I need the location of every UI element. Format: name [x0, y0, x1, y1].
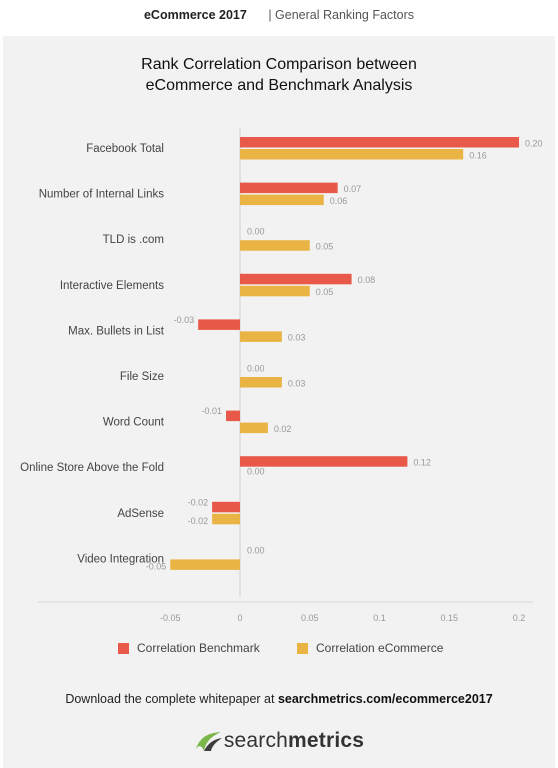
- data-label: -0.02: [188, 516, 209, 526]
- chart-title-line-1: Rank Correlation Comparison between: [141, 56, 417, 73]
- legend-swatch-ecommerce: [297, 642, 308, 654]
- category-label: Facebook Total: [86, 143, 164, 155]
- data-label: 0.03: [288, 333, 306, 343]
- data-label: 0.02: [274, 424, 292, 434]
- data-label: 0.00: [247, 466, 265, 476]
- category-label: Number of Internal Links: [39, 189, 165, 201]
- x-tick-label: 0.2: [513, 613, 526, 623]
- legend-item-ecommerce: Correlation eCommerce: [297, 641, 443, 655]
- data-label: 0.00: [247, 363, 265, 373]
- x-tick-label: 0.1: [373, 613, 386, 623]
- x-tick-label: 0.05: [301, 613, 319, 623]
- download-link[interactable]: searchmetrics.com/ecommerce2017: [277, 692, 493, 706]
- bar-benchmark: [240, 273, 352, 285]
- logo-word-search: search: [223, 729, 289, 752]
- logo-swoosh-icon: [195, 732, 222, 751]
- chart-panel: Rank Correlation Comparison between eCom…: [3, 36, 555, 768]
- download-note: Download the complete whitepaper at sear…: [3, 692, 555, 706]
- data-label: 0.00: [247, 226, 265, 236]
- bar-benchmark: [240, 137, 519, 148]
- chart-legend: Correlation Benchmark Correlation eComme…: [3, 641, 555, 661]
- bar-ecommerce: [240, 331, 282, 342]
- data-label: 0.07: [344, 184, 362, 194]
- download-text: Download the complete whitepaper at: [65, 692, 278, 706]
- category-label: Video Integration: [77, 553, 164, 565]
- data-label: 0.12: [413, 457, 431, 467]
- bar-benchmark: [240, 182, 338, 194]
- bar-ecommerce: [240, 149, 464, 160]
- bar-benchmark: [212, 501, 240, 513]
- report-brand: eCommerce 2017: [143, 8, 247, 22]
- bar-benchmark: [240, 456, 408, 467]
- bar-ecommerce: [240, 285, 310, 297]
- data-label: -0.02: [188, 497, 209, 507]
- x-tick-label: 0.15: [440, 613, 458, 623]
- bar-ecommerce: [240, 377, 282, 388]
- logo-word-metrics: metrics: [288, 729, 365, 752]
- data-label: 0.05: [316, 241, 334, 251]
- chart-title: Rank Correlation Comparison between eCom…: [3, 54, 555, 96]
- bar-ecommerce: [212, 513, 240, 525]
- logo-wordmark: searchmetrics: [224, 729, 364, 753]
- legend-item-benchmark: Correlation Benchmark: [118, 641, 260, 655]
- category-label: TLD is .com: [103, 234, 164, 246]
- bar-benchmark: [198, 319, 240, 330]
- top-bar: eCommerce 2017 | General Ranking Factors: [0, 0, 558, 36]
- bar-benchmark: [226, 410, 240, 422]
- data-label: 0.00: [247, 546, 265, 556]
- x-tick-label: -0.05: [160, 613, 181, 623]
- data-label: 0.08: [358, 275, 376, 285]
- data-label: 0.20: [525, 138, 543, 148]
- bar-ecommerce: [240, 422, 268, 434]
- report-section: | General Ranking Factors: [268, 8, 415, 22]
- category-label: Max. Bullets in List: [68, 325, 165, 337]
- legend-label-benchmark: Correlation Benchmark: [137, 641, 260, 655]
- legend-swatch-benchmark: [118, 642, 129, 654]
- data-label: 0.06: [330, 196, 348, 206]
- bar-chart: -0.05 0 0.05 0.1 0.15 0.2 Facebook Total 0.20 0.…: [20, 128, 543, 623]
- data-label: -0.03: [174, 315, 195, 325]
- data-label: 0.03: [288, 378, 306, 388]
- chart-title-line-2: eCommerce and Benchmark Analysis: [145, 77, 413, 94]
- category-label: File Size: [120, 371, 164, 383]
- x-tick-label: 0: [237, 613, 242, 623]
- data-label: 0.16: [469, 150, 487, 160]
- bar-ecommerce: [240, 194, 324, 206]
- category-label: Interactive Elements: [60, 280, 164, 292]
- data-label: -0.01: [202, 406, 223, 416]
- searchmetrics-logo: searchmetrics: [3, 726, 555, 756]
- data-label: -0.05: [146, 561, 167, 571]
- bar-ecommerce: [240, 240, 310, 251]
- category-label: AdSense: [117, 508, 164, 520]
- category-label: Online Store Above the Fold: [20, 462, 164, 474]
- bar-ecommerce: [170, 559, 240, 570]
- legend-label-ecommerce: Correlation eCommerce: [316, 641, 444, 655]
- category-label: Word Count: [103, 417, 165, 429]
- data-label: 0.05: [316, 287, 334, 297]
